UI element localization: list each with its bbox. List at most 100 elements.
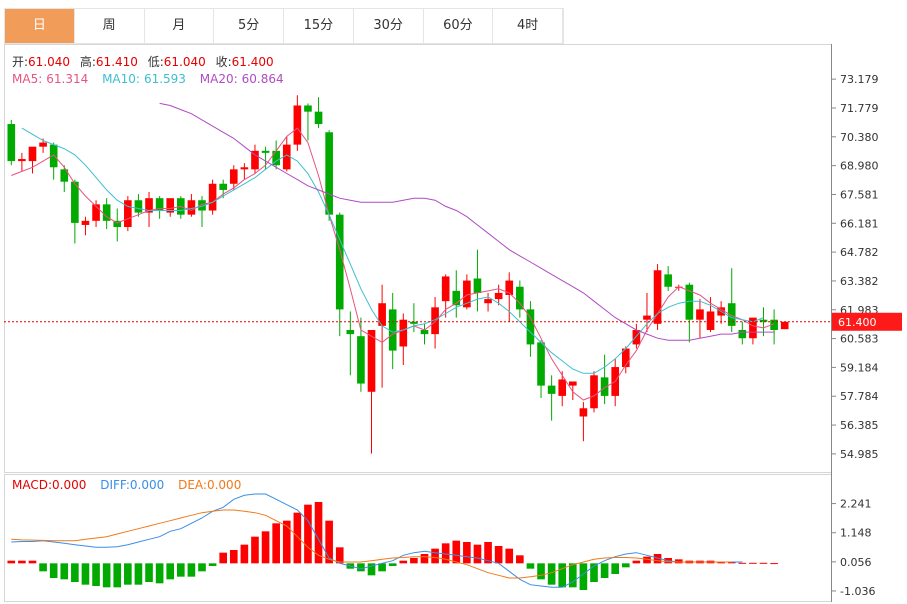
price-tick-label: 66.181 [840,217,879,230]
candle-body [759,319,768,322]
ma10-value: 61.593 [144,72,186,86]
macd-bar [653,554,662,564]
candle-body [685,284,694,320]
macd-bar [410,558,418,564]
candle-body [229,169,238,184]
current-price-tag [832,312,902,331]
macd-bar [568,563,577,588]
candle-body [441,276,450,302]
macd-bar [431,548,439,564]
candle-body [452,290,461,306]
candle-body [314,111,323,125]
ma5-label: MA5: [12,72,42,86]
price-panel-frame [4,44,832,473]
candle-body [388,309,397,351]
macd-bar [92,563,100,586]
macd-lines-layer [11,493,743,588]
price-tick-label: 59.184 [840,361,879,374]
candle-body [780,321,789,330]
macd-bar [611,563,620,574]
macd-tick-label: 2.241 [840,498,872,511]
tab-4hour[interactable]: 4时 [493,9,563,43]
candle-body [240,167,249,170]
macd-bar [399,560,408,564]
low-value: 61.040 [164,55,206,69]
macd-bar [102,563,111,588]
tab-30min[interactable]: 30分 [354,9,424,43]
current-price-tag-text: 61.400 [838,316,877,329]
macd-bar [420,554,429,564]
macd-bar [463,542,471,564]
candle-body [251,150,259,170]
candle-body [378,303,386,326]
candle-body [706,311,715,330]
macd-bar [155,563,164,584]
ma20-line [159,102,775,341]
candle-body [166,198,175,213]
macd-bar [357,563,365,572]
tab-day[interactable]: 日 [5,9,75,43]
candle-body [643,315,651,320]
price-tick-label: 70.380 [840,131,879,144]
tab-month[interactable]: 月 [145,9,215,43]
ma-lines-layer [11,102,775,401]
macd-bar [293,512,302,564]
candle-body [155,198,164,211]
price-tick-label: 60.583 [840,333,879,346]
ma20-value: 60.864 [242,72,284,86]
macd-bar [547,563,556,585]
macd-bar [738,562,747,564]
candle-body [49,144,58,168]
price-tick-label: 54.985 [840,448,879,461]
candle-body [92,204,100,221]
candle-body [304,105,312,112]
macd-bar [272,523,280,564]
macd-tick-label: 0.056 [840,556,872,569]
tab-60min[interactable]: 60分 [424,9,494,43]
candle-body [28,146,37,162]
macd-bar [166,563,175,580]
close-value: 61.400 [232,55,274,69]
candle-body [208,183,217,211]
macd-bar [187,563,196,577]
macd-bar [621,563,630,568]
macd-bar [759,562,768,564]
candle-body [494,292,503,300]
price-axis: 73.179 71.779 70.380 68.980 67.581 66.181 64.7… [831,73,879,461]
tab-15min[interactable]: 15分 [284,9,354,43]
candle-body [664,274,672,287]
candle-body [60,169,69,182]
candle-body [727,303,736,326]
timeframe-tabs: 日 周 月 5分 15分 30分 60分 4时 [4,8,564,44]
open-label: 开: [12,55,28,69]
candle-body [420,330,429,335]
macd-axis: 2.241 1.148 0.056 -1.036 [831,498,875,598]
macd-bar [113,563,122,588]
candle-body [410,321,418,324]
macd-bar [7,560,16,564]
price-tick-label: 63.382 [840,275,879,288]
macd-bar [18,560,26,564]
candle-body [526,309,535,345]
tab-week[interactable]: 周 [75,9,145,43]
macd-bar [145,563,153,582]
high-value: 61.410 [96,55,138,69]
candle-body [71,181,79,223]
tab-5min[interactable]: 5分 [214,9,284,43]
candle-body [770,319,778,330]
candle-body [145,198,153,213]
candle-body [653,270,662,324]
macd-bar [49,563,58,578]
candle-body [579,408,588,417]
candle-body [600,377,609,396]
price-tick-label: 67.581 [840,188,879,201]
candle-body [346,330,355,335]
diff-label: DIFF: [100,478,130,492]
macd-bar [537,563,545,580]
macd-bar [494,546,503,564]
macd-bar [516,555,524,564]
candle-body [749,317,757,339]
macd-bar [441,543,450,564]
macd-bar [473,544,482,564]
